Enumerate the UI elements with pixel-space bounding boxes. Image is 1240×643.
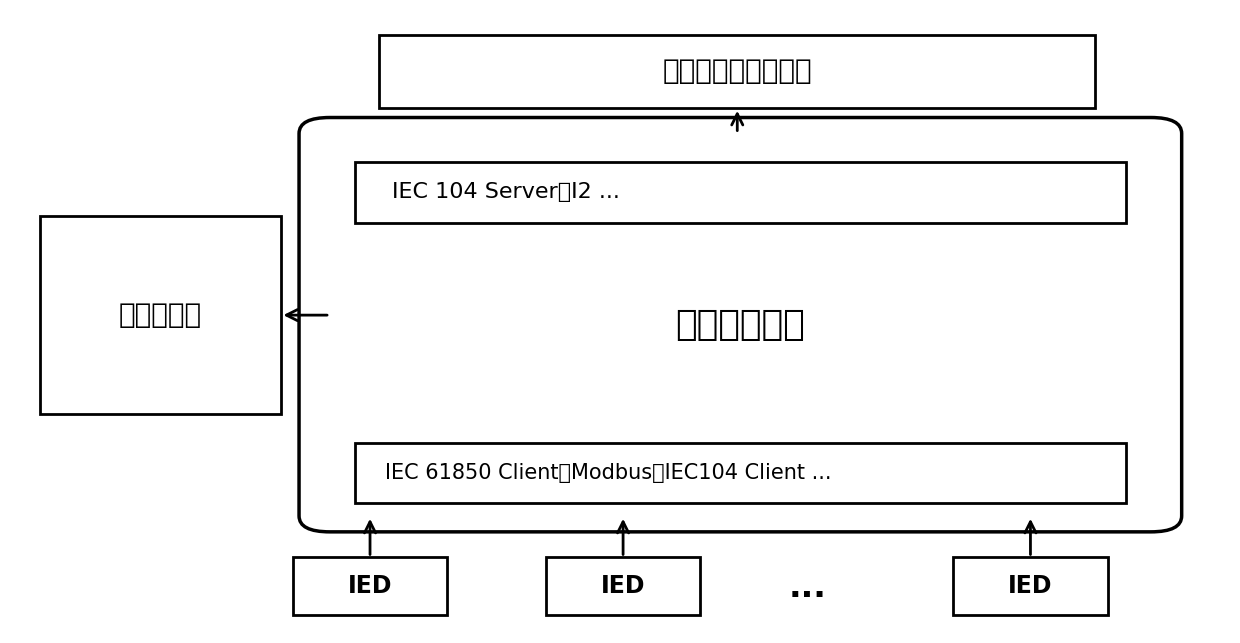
Bar — [954, 557, 1107, 615]
Text: IED: IED — [1008, 574, 1053, 598]
Text: 内存数据库: 内存数据库 — [119, 301, 202, 329]
Text: ...: ... — [789, 572, 827, 604]
Text: IED: IED — [347, 574, 392, 598]
Text: 数据通信模块: 数据通信模块 — [676, 308, 805, 341]
Bar — [40, 216, 280, 414]
Bar — [293, 557, 448, 615]
Bar — [546, 557, 701, 615]
Bar — [355, 162, 1126, 222]
Bar — [355, 442, 1126, 503]
Text: 数据中心处理服务器: 数据中心处理服务器 — [662, 57, 812, 86]
Text: IEC 104 Server、I2 ...: IEC 104 Server、I2 ... — [392, 183, 620, 203]
Text: IEC 61850 Client、Modbus、IEC104 Client ...: IEC 61850 Client、Modbus、IEC104 Client ..… — [386, 463, 832, 483]
Bar — [379, 35, 1095, 108]
Text: IED: IED — [601, 574, 645, 598]
FancyBboxPatch shape — [299, 118, 1182, 532]
